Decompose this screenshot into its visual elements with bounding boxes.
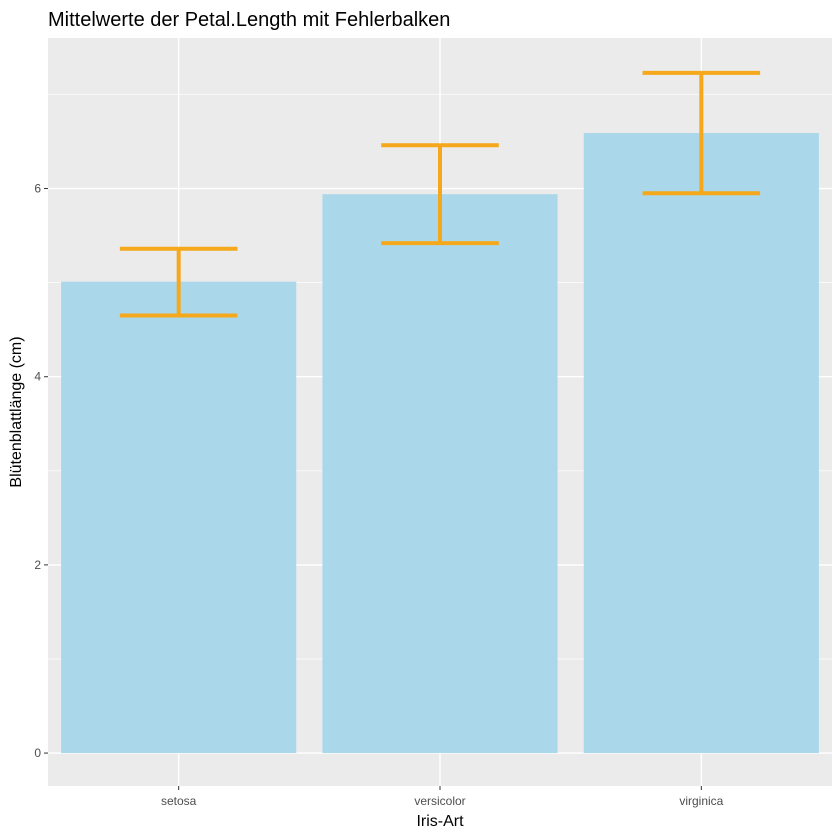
- y-tick-label: 2: [34, 558, 41, 572]
- chart-title: Mittelwerte der Petal.Length mit Fehlerb…: [48, 9, 450, 31]
- x-axis-title: Iris-Art: [416, 813, 464, 830]
- y-tick-label: 4: [34, 370, 41, 384]
- error-bar-setosa: [119, 246, 238, 318]
- bars: [61, 133, 819, 754]
- bar-versicolor: [322, 194, 558, 754]
- bar-virginica: [583, 133, 819, 754]
- y-axis: 0 2 4 6: [34, 182, 48, 760]
- y-tick-label: 6: [34, 182, 41, 196]
- y-tick-label: 0: [34, 746, 41, 760]
- x-axis: setosa versicolor virginica: [161, 786, 724, 808]
- error-bar-versicolor: [381, 143, 499, 246]
- error-bar-virginica: [642, 70, 761, 196]
- error-bars: [119, 70, 761, 318]
- bar-setosa: [61, 281, 297, 754]
- y-axis-title: Blütenblattlänge (cm): [8, 336, 25, 487]
- x-tick-label: versicolor: [414, 794, 465, 808]
- x-tick-label: setosa: [161, 794, 197, 808]
- x-tick-label: virginica: [679, 794, 723, 808]
